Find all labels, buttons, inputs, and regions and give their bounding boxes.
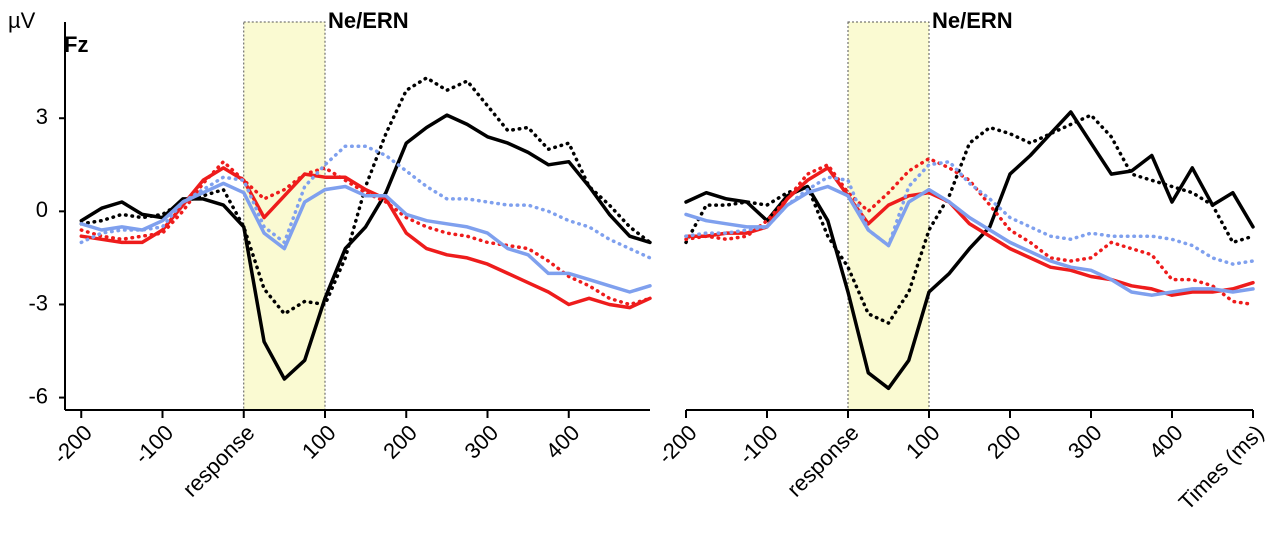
x-tick-label: 400 bbox=[541, 420, 585, 464]
x-tick-label: 100 bbox=[901, 420, 945, 464]
series-line bbox=[684, 110, 1255, 391]
x-tick-label: 400 bbox=[1144, 420, 1188, 464]
x-tick-label: -200 bbox=[48, 420, 97, 469]
annotation: Ne/ERN bbox=[328, 8, 409, 33]
x-tick-label: 300 bbox=[1063, 420, 1107, 464]
panel-label: Fz bbox=[64, 32, 88, 57]
series-line bbox=[684, 159, 1255, 266]
y-tick-label: -3 bbox=[28, 290, 48, 315]
series-line bbox=[79, 166, 652, 310]
x-tick-label: -100 bbox=[734, 420, 783, 469]
x-tick-label: -100 bbox=[129, 420, 178, 469]
y-axis-label: µV bbox=[8, 8, 36, 33]
series-line bbox=[684, 156, 1255, 307]
series-line bbox=[684, 166, 1255, 297]
series-line bbox=[684, 184, 1255, 297]
x-tick-label: Times (ms) bbox=[1174, 420, 1269, 515]
x-tick-label: -200 bbox=[653, 420, 702, 469]
x-tick-label: response bbox=[178, 420, 260, 502]
annotation: Ne/ERN bbox=[932, 8, 1013, 33]
x-tick-label: 100 bbox=[297, 420, 341, 464]
series-line bbox=[79, 181, 652, 294]
x-tick-label: 300 bbox=[460, 420, 504, 464]
series-line bbox=[684, 113, 1255, 325]
y-tick-label: 0 bbox=[36, 197, 48, 222]
series-line bbox=[79, 113, 652, 381]
y-tick-label: -6 bbox=[28, 383, 48, 408]
series-line bbox=[79, 159, 652, 307]
y-tick-label: 3 bbox=[36, 104, 48, 129]
series-line bbox=[79, 144, 652, 260]
x-tick-label: 200 bbox=[982, 420, 1026, 464]
x-tick-label: 200 bbox=[378, 420, 422, 464]
x-tick-label: response bbox=[782, 420, 864, 502]
